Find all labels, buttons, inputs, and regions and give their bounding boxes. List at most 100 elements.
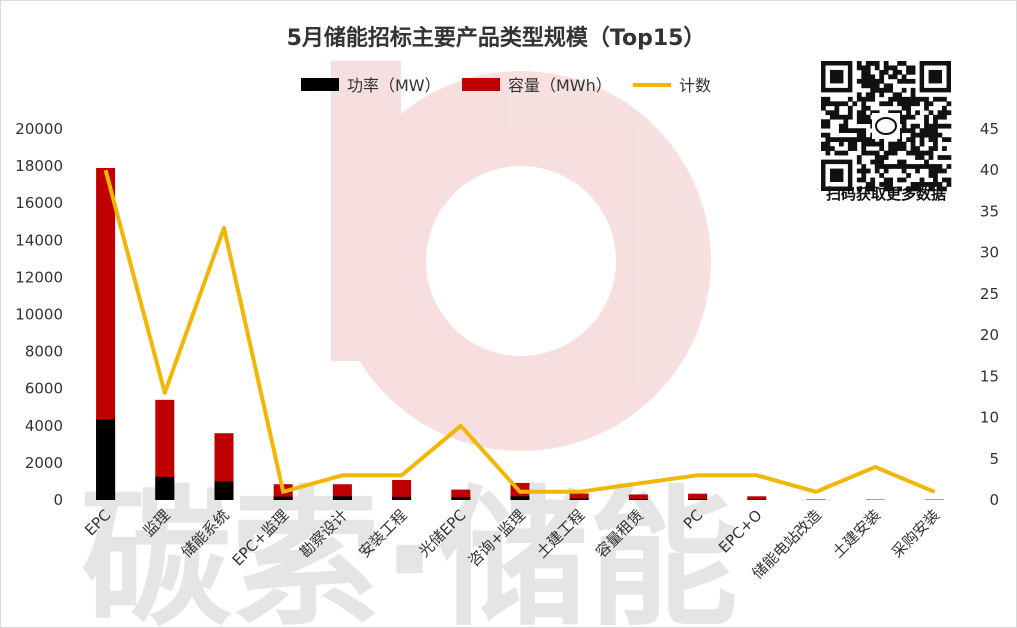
qr-module bbox=[892, 65, 898, 71]
qr-module bbox=[901, 114, 907, 120]
qr-module bbox=[843, 150, 849, 156]
qr-module bbox=[942, 110, 947, 116]
qr-module bbox=[852, 137, 858, 142]
y-left-tick-label: 20000 bbox=[15, 120, 63, 138]
qr-module bbox=[847, 114, 853, 120]
qr-module bbox=[915, 155, 920, 160]
bar-power-9 bbox=[628, 499, 648, 500]
qr-module bbox=[892, 96, 898, 102]
qr-module bbox=[861, 83, 867, 89]
qr-module bbox=[861, 177, 867, 183]
bar-capacity-10 bbox=[688, 493, 708, 500]
qr-module bbox=[901, 146, 907, 151]
qr-module bbox=[888, 87, 894, 93]
qr-module bbox=[838, 128, 844, 134]
qr-module bbox=[888, 101, 894, 107]
qr-module bbox=[825, 141, 831, 147]
qr-module bbox=[888, 110, 894, 116]
qr-module bbox=[901, 123, 907, 129]
bar-capacity-9 bbox=[628, 494, 648, 500]
legend-label-2: 计数 bbox=[679, 76, 711, 95]
qr-module bbox=[879, 137, 885, 142]
qr-module bbox=[910, 114, 916, 120]
qr-module bbox=[879, 101, 885, 107]
qr-module bbox=[946, 164, 952, 169]
qr-module bbox=[861, 146, 867, 151]
qr-module bbox=[874, 65, 880, 71]
qr-module bbox=[910, 164, 916, 169]
qr-module bbox=[892, 69, 898, 75]
qr-module bbox=[879, 146, 885, 151]
y-left-tick-label: 10000 bbox=[15, 306, 63, 324]
qr-module bbox=[888, 182, 894, 187]
qr-module bbox=[924, 164, 929, 169]
x-tick-label: 土建安装 bbox=[829, 506, 884, 561]
qr-module bbox=[879, 173, 885, 178]
qr-module bbox=[928, 137, 934, 142]
qr-module bbox=[888, 150, 894, 156]
qr-module bbox=[861, 96, 867, 102]
y-right-tick-label: 35 bbox=[980, 202, 999, 220]
qr-module bbox=[856, 128, 862, 134]
qr-module bbox=[892, 150, 898, 156]
qr-module bbox=[933, 132, 938, 138]
qr-module bbox=[829, 114, 835, 120]
qr-module bbox=[937, 110, 943, 116]
qr-module bbox=[933, 128, 938, 134]
qr-module bbox=[821, 105, 826, 111]
qr-module bbox=[861, 141, 867, 147]
qr-module bbox=[821, 132, 826, 138]
qr-module bbox=[915, 110, 920, 116]
qr-module bbox=[910, 65, 916, 71]
y-right-tick-label: 5 bbox=[989, 450, 999, 468]
qr-module bbox=[924, 159, 929, 165]
qr-module bbox=[870, 137, 876, 142]
qr-module bbox=[906, 78, 911, 84]
qr-module bbox=[910, 123, 916, 129]
qr-module bbox=[910, 78, 916, 84]
qr-module bbox=[825, 110, 831, 116]
qr-module bbox=[874, 164, 880, 169]
qr-module bbox=[892, 92, 898, 98]
qr-module bbox=[847, 110, 853, 116]
qr-module bbox=[874, 155, 880, 160]
legend-label-0: 功率（MW） bbox=[347, 76, 441, 95]
qr-code bbox=[817, 57, 955, 195]
qr-module bbox=[946, 155, 952, 160]
qr-module bbox=[946, 137, 952, 142]
qr-module bbox=[915, 101, 920, 107]
qr-module bbox=[897, 110, 902, 116]
qr-module bbox=[897, 96, 902, 102]
qr-module bbox=[910, 128, 916, 134]
qr-module bbox=[838, 101, 844, 107]
qr-module bbox=[847, 105, 853, 111]
qr-module bbox=[906, 114, 911, 120]
qr-module bbox=[879, 141, 885, 147]
qr-module bbox=[843, 128, 849, 134]
qr-module bbox=[937, 155, 943, 160]
qr-module bbox=[924, 123, 929, 129]
qr-module bbox=[861, 164, 867, 169]
qr-module bbox=[915, 96, 920, 102]
qr-module bbox=[906, 101, 911, 107]
qr-module bbox=[933, 146, 938, 151]
qr-module bbox=[821, 96, 826, 102]
qr-module bbox=[861, 150, 867, 156]
qr-module bbox=[874, 141, 880, 147]
qr-finder-inner bbox=[829, 168, 844, 183]
qr-module bbox=[870, 150, 876, 156]
qr-module bbox=[856, 119, 862, 125]
qr-module bbox=[870, 87, 876, 93]
bar-power-4 bbox=[332, 496, 352, 500]
qr-module bbox=[897, 164, 902, 169]
qr-module bbox=[901, 168, 907, 174]
bar-power-7 bbox=[510, 496, 530, 500]
bar-power-2 bbox=[214, 481, 234, 500]
qr-module bbox=[897, 159, 902, 165]
qr-module bbox=[910, 186, 916, 192]
qr-module bbox=[856, 159, 862, 165]
legend-label-1: 容量（MWh） bbox=[508, 76, 612, 95]
y-left-tick-label: 8000 bbox=[25, 343, 63, 361]
qr-module bbox=[919, 132, 925, 138]
qr-module bbox=[915, 123, 920, 129]
